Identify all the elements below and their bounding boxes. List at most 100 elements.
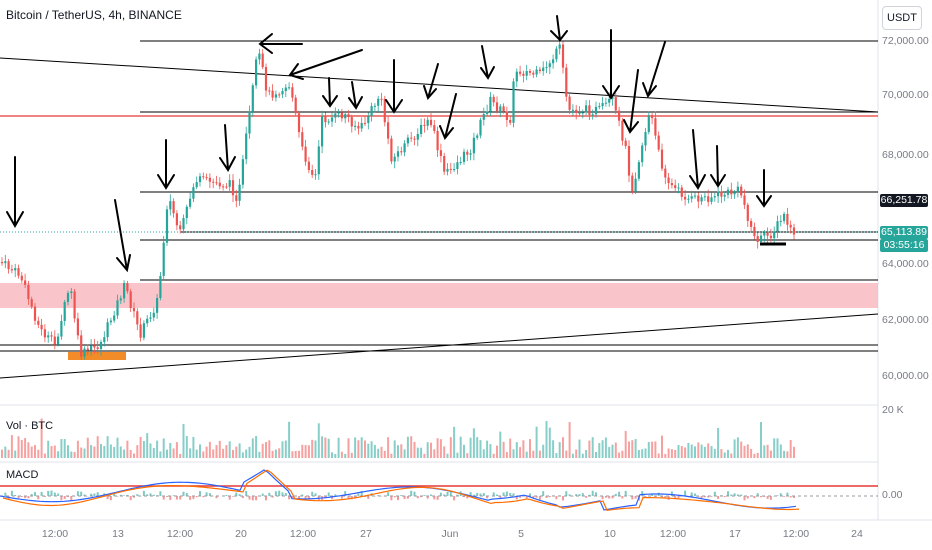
volume-bar: [687, 442, 690, 458]
macd-histogram-bar: [664, 496, 667, 498]
macd-histogram-bar: [769, 496, 772, 500]
candle-body: [93, 345, 96, 348]
price-label: 64,000.00: [882, 258, 929, 270]
volume-bar: [109, 444, 112, 458]
macd-histogram-bar: [466, 496, 469, 499]
volume-bar: [317, 423, 320, 458]
volume-bar: [601, 440, 604, 458]
candle-body: [340, 112, 343, 119]
volume-bar: [538, 450, 541, 458]
candle-body: [690, 196, 693, 199]
volume-bar: [545, 421, 548, 458]
candle-body: [660, 149, 664, 169]
macd-histogram-bar: [205, 492, 208, 496]
volume-bar: [769, 450, 772, 458]
volume-bar: [185, 436, 188, 458]
volume-bar: [96, 436, 99, 458]
volume-bar: [727, 449, 729, 458]
volume-bar: [707, 443, 710, 458]
macd-histogram-bar: [783, 496, 786, 497]
ascending-trendline[interactable]: [0, 313, 879, 379]
macd-signal-line: [2, 469, 800, 512]
candle-body: [528, 71, 532, 73]
macd-histogram-bar: [284, 493, 287, 496]
candle-body: [697, 195, 700, 202]
candle-body: [588, 105, 591, 115]
time-label: 5: [518, 528, 524, 540]
macd-label[interactable]: MACD: [6, 469, 39, 481]
candle-body: [0, 262, 4, 264]
candle-body: [198, 176, 202, 183]
macd-histogram-bar: [301, 494, 304, 496]
volume-bar: [634, 438, 637, 458]
volume-bar: [654, 441, 657, 458]
candle-body: [307, 161, 310, 171]
volume-bar: [595, 452, 597, 458]
candle-body: [783, 213, 786, 221]
candle-body: [433, 125, 436, 132]
time-label: 17: [729, 528, 741, 540]
macd-histogram-bar: [743, 496, 746, 501]
macd-histogram-bar: [291, 496, 294, 498]
currency-button[interactable]: USDT: [882, 6, 922, 30]
macd-histogram-bar: [604, 496, 607, 498]
macd-histogram-bar: [63, 496, 66, 500]
volume-bar: [17, 436, 20, 458]
macd-histogram-bar: [307, 496, 310, 500]
symbol-title[interactable]: Bitcoin / TetherUS, 4h, BINANCE: [6, 8, 182, 22]
volume-bar: [453, 426, 456, 458]
macd-histogram-bar: [70, 496, 73, 501]
candle-body: [618, 110, 621, 121]
volume-bar: [241, 452, 244, 458]
candle-body: [354, 125, 357, 127]
volume-bar: [608, 447, 611, 458]
candle-body: [509, 119, 512, 123]
candle-body: [429, 119, 433, 126]
volume-bar: [624, 430, 627, 458]
descending-trendline[interactable]: [0, 57, 879, 113]
candle-body: [248, 111, 251, 134]
volume-bar: [331, 452, 333, 458]
volume-bar: [393, 440, 396, 458]
volume-bar: [713, 448, 716, 458]
volume-bar: [628, 441, 630, 458]
macd-histogram-bar: [208, 493, 211, 496]
macd-histogram-bar: [192, 496, 195, 500]
macd-histogram-bar: [387, 492, 390, 496]
candle-body: [7, 261, 10, 270]
candle-body: [73, 291, 76, 319]
volume-bar: [199, 444, 201, 458]
candle-body: [222, 186, 225, 188]
macd-histogram-bar: [479, 493, 482, 496]
candle-body: [192, 187, 195, 199]
down-arrow-icon: [423, 63, 439, 100]
macd-histogram-bar: [202, 496, 205, 498]
candle-body: [43, 329, 46, 338]
candle-body: [47, 335, 50, 338]
volume-bar: [156, 440, 159, 458]
annotation-arrows[interactable]: [6, 15, 772, 273]
candle-body: [535, 69, 538, 75]
volume-bar: [152, 447, 155, 458]
candle-body: [367, 116, 370, 124]
volume-bar: [83, 448, 86, 458]
macd-histogram-bar: [644, 496, 647, 498]
volume-bar: [466, 453, 469, 458]
volume-bar: [195, 449, 198, 458]
volume-bar: [525, 451, 528, 458]
macd-histogram-bar: [423, 495, 426, 496]
volume-bar: [555, 453, 558, 458]
time-label: 12:00: [41, 528, 69, 540]
candle-body: [373, 105, 376, 107]
macd-histogram-bar: [562, 496, 564, 501]
volume-bar: [647, 441, 650, 458]
macd-histogram-bar: [601, 496, 604, 500]
volume-label[interactable]: Vol · BTC: [6, 420, 54, 432]
macd-histogram-bar: [182, 491, 185, 496]
candle-body: [337, 112, 340, 114]
volume-bar: [535, 426, 538, 458]
volume-bar: [34, 445, 36, 458]
volume-bar: [746, 444, 749, 458]
volume-bar: [472, 428, 475, 458]
